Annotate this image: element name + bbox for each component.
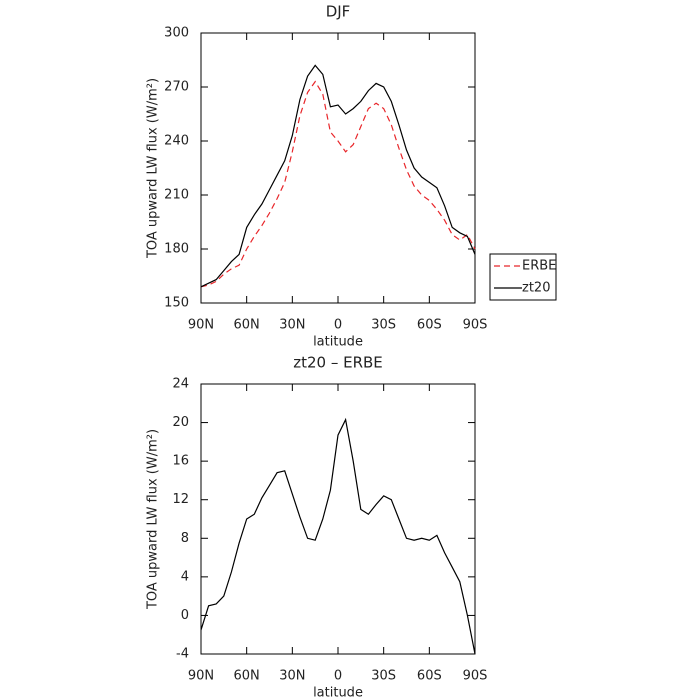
- y-axis-label: TOA upward LW flux (W/m²): [146, 78, 161, 259]
- x-tick-label: 30S: [371, 669, 396, 684]
- plot-frame: [200, 32, 476, 304]
- y-tick-label: 8: [181, 531, 189, 546]
- x-tick-label: 30N: [279, 318, 305, 333]
- x-tick-label: 60N: [234, 669, 260, 684]
- legend-label: zt20: [522, 281, 550, 296]
- legend-label: ERBE: [522, 259, 556, 274]
- y-tick-label: 24: [172, 377, 189, 392]
- x-tick-label: 90N: [188, 669, 214, 684]
- x-tick-label: 30N: [279, 669, 305, 684]
- x-tick-label: 90S: [463, 669, 488, 684]
- y-tick-label: -4: [176, 647, 189, 662]
- y-tick-label: 240: [164, 134, 189, 149]
- data-line: [200, 417, 476, 655]
- x-tick-label: 0: [334, 669, 342, 684]
- x-axis-label: latitude: [313, 335, 363, 350]
- y-tick-label: 150: [164, 296, 189, 311]
- legend-box: [489, 253, 557, 301]
- x-tick-label: 30S: [371, 318, 396, 333]
- chart-title: DJF: [326, 3, 351, 21]
- data-line: [200, 80, 476, 288]
- chart-title: zt20 – ERBE: [293, 354, 383, 372]
- x-tick-label: 60S: [417, 669, 442, 684]
- y-tick-label: 4: [181, 569, 189, 584]
- y-tick-label: 300: [164, 26, 189, 41]
- x-axis-label: latitude: [313, 686, 363, 700]
- x-tick-label: 0: [334, 318, 342, 333]
- plot-frame: [200, 383, 476, 655]
- x-tick-label: 60N: [234, 318, 260, 333]
- x-tick-label: 90N: [188, 318, 214, 333]
- data-line: [200, 64, 476, 288]
- y-tick-label: 0: [181, 608, 189, 623]
- y-tick-label: 12: [172, 492, 189, 507]
- y-axis-label: TOA upward LW flux (W/m²): [146, 429, 161, 610]
- y-tick-label: 20: [172, 415, 189, 430]
- x-tick-label: 60S: [417, 318, 442, 333]
- y-tick-label: 180: [164, 242, 189, 257]
- x-tick-label: 90S: [463, 318, 488, 333]
- y-tick-label: 16: [172, 454, 189, 469]
- y-tick-label: 270: [164, 80, 189, 95]
- y-tick-label: 210: [164, 188, 189, 203]
